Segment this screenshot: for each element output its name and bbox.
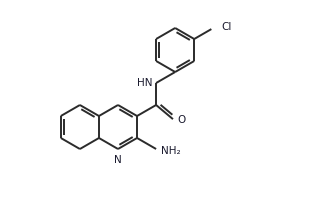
- Text: O: O: [178, 115, 186, 125]
- Text: NH₂: NH₂: [161, 146, 181, 156]
- Text: HN: HN: [137, 78, 153, 88]
- Text: N: N: [114, 155, 122, 165]
- Text: Cl: Cl: [221, 22, 232, 32]
